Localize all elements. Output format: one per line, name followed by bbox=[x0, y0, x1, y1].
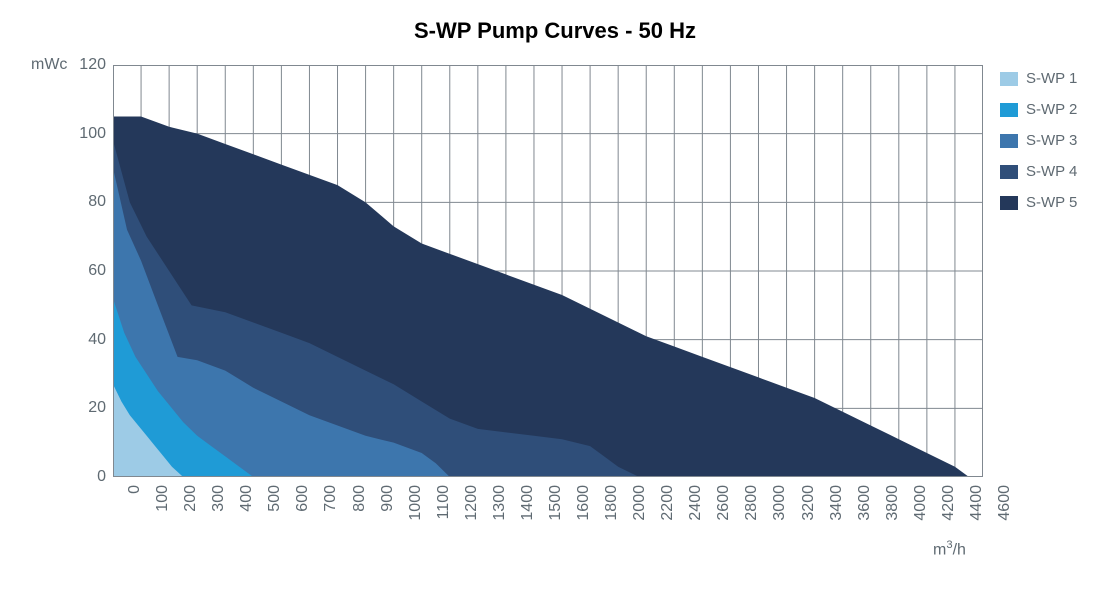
x-tick: 2800 bbox=[743, 485, 761, 545]
legend-item: S-WP 2 bbox=[1000, 101, 1077, 118]
legend-swatch bbox=[1000, 196, 1018, 210]
x-tick: 2200 bbox=[659, 485, 677, 545]
x-tick: 3800 bbox=[884, 485, 902, 545]
x-tick: 1400 bbox=[519, 485, 537, 545]
x-tick: 1100 bbox=[435, 485, 453, 545]
legend-item: S-WP 3 bbox=[1000, 132, 1077, 149]
legend-label: S-WP 1 bbox=[1026, 70, 1077, 87]
legend-item: S-WP 5 bbox=[1000, 194, 1077, 211]
plot-area bbox=[113, 65, 983, 477]
legend-swatch bbox=[1000, 103, 1018, 117]
x-tick: 200 bbox=[182, 485, 200, 545]
x-tick: 400 bbox=[238, 485, 256, 545]
x-tick: 1600 bbox=[575, 485, 593, 545]
chart-title: S-WP Pump Curves - 50 Hz bbox=[0, 18, 1110, 44]
legend-label: S-WP 3 bbox=[1026, 132, 1077, 149]
x-tick: 600 bbox=[294, 485, 312, 545]
x-tick: 2600 bbox=[715, 485, 733, 545]
y-tick: 100 bbox=[68, 125, 106, 143]
x-tick: 4600 bbox=[996, 485, 1014, 545]
x-tick: 1000 bbox=[407, 485, 425, 545]
x-tick: 300 bbox=[210, 485, 228, 545]
x-tick: 1500 bbox=[547, 485, 565, 545]
chart-container: { "chart": { "type": "area", "title": "S… bbox=[0, 0, 1110, 593]
y-axis-label: mWc bbox=[31, 56, 67, 74]
legend: S-WP 1 S-WP 2 S-WP 3 S-WP 4 S-WP 5 bbox=[1000, 70, 1077, 225]
legend-swatch bbox=[1000, 134, 1018, 148]
y-tick: 120 bbox=[68, 56, 106, 74]
x-tick: 3000 bbox=[771, 485, 789, 545]
x-tick: 100 bbox=[154, 485, 172, 545]
x-tick: 800 bbox=[351, 485, 369, 545]
legend-item: S-WP 4 bbox=[1000, 163, 1077, 180]
x-tick: 4400 bbox=[968, 485, 986, 545]
y-tick: 60 bbox=[68, 262, 106, 280]
legend-item: S-WP 1 bbox=[1000, 70, 1077, 87]
x-tick: 3600 bbox=[856, 485, 874, 545]
x-tick: 900 bbox=[379, 485, 397, 545]
x-tick: 3200 bbox=[800, 485, 818, 545]
x-tick: 4000 bbox=[912, 485, 930, 545]
legend-swatch bbox=[1000, 165, 1018, 179]
y-tick: 0 bbox=[68, 468, 106, 486]
x-tick: 1300 bbox=[491, 485, 509, 545]
legend-label: S-WP 5 bbox=[1026, 194, 1077, 211]
legend-label: S-WP 4 bbox=[1026, 163, 1077, 180]
y-tick: 20 bbox=[68, 399, 106, 417]
y-tick: 80 bbox=[68, 193, 106, 211]
x-tick: 1800 bbox=[603, 485, 621, 545]
x-tick: 0 bbox=[126, 485, 144, 545]
x-tick: 3400 bbox=[828, 485, 846, 545]
x-tick: 4200 bbox=[940, 485, 958, 545]
x-tick: 2400 bbox=[687, 485, 705, 545]
x-tick: 2000 bbox=[631, 485, 649, 545]
y-tick: 40 bbox=[68, 331, 106, 349]
legend-label: S-WP 2 bbox=[1026, 101, 1077, 118]
legend-swatch bbox=[1000, 72, 1018, 86]
x-tick: 1200 bbox=[463, 485, 481, 545]
x-tick: 700 bbox=[322, 485, 340, 545]
x-tick: 500 bbox=[266, 485, 284, 545]
